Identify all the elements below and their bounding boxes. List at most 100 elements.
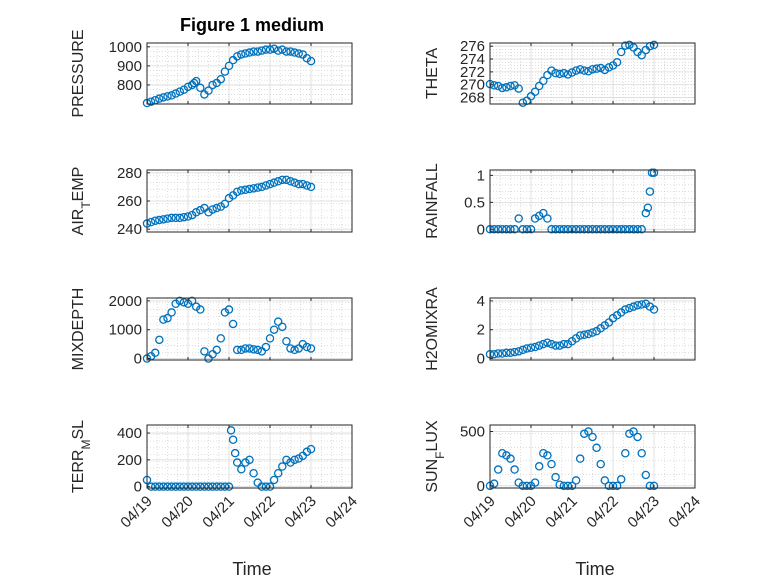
data-point [580, 66, 589, 75]
axes-box [489, 169, 696, 233]
data-point [212, 482, 221, 491]
data-point [204, 482, 213, 491]
subplot-h2omixra: 0 2 4 H2OMIXRA [424, 287, 696, 371]
data-point [257, 482, 267, 491]
data-point [265, 482, 275, 491]
data-point [294, 49, 303, 58]
data-point [278, 322, 287, 332]
data-point [302, 181, 312, 190]
data-point [155, 215, 164, 225]
data-point [216, 482, 226, 491]
data-point [216, 334, 226, 343]
y-tick-label: 800 [117, 77, 142, 94]
data-point [637, 448, 646, 458]
data-point [498, 83, 507, 93]
x-tick-label: 04/23 [281, 493, 320, 532]
data-point [155, 335, 164, 345]
data-point [588, 225, 597, 234]
data-point [493, 225, 503, 234]
data-point [551, 225, 560, 234]
data-point [588, 328, 597, 337]
data-point [253, 345, 262, 355]
data-point [261, 342, 271, 352]
data-point [167, 91, 176, 100]
data-point [150, 216, 160, 225]
subplot-mixdepth: 0 1000 2000 MIXDEPTH [70, 288, 353, 370]
y-tick-label: 274 [460, 51, 485, 68]
data-point [179, 482, 189, 491]
data-point [241, 49, 250, 58]
x-tick-label: 04/20 [501, 493, 540, 532]
data-point [506, 454, 515, 463]
data-point [224, 61, 234, 71]
data-point [571, 476, 581, 485]
data-point [633, 300, 642, 310]
data-point [298, 179, 308, 189]
data-point [253, 183, 262, 192]
data-point [621, 225, 630, 234]
data-point [580, 225, 589, 234]
data-point [163, 214, 172, 223]
data-point [629, 225, 638, 234]
data-point [596, 225, 605, 234]
x-axis-label-left: Time [232, 559, 271, 579]
y-tick-label: 0 [134, 351, 142, 368]
data-point [502, 225, 511, 234]
data-point [580, 429, 589, 438]
x-tick-label: 04/22 [240, 493, 279, 532]
x-tick-label: 04/24 [665, 493, 704, 532]
data-point [290, 345, 299, 355]
data-point [224, 482, 234, 491]
data-point [249, 469, 258, 478]
data-point [649, 481, 659, 491]
data-point [282, 175, 291, 185]
data-point [241, 344, 250, 353]
data-point [232, 52, 242, 61]
data-point [175, 296, 185, 306]
data-point [273, 46, 283, 55]
data-point [171, 482, 180, 491]
y-tick-label: 4 [477, 293, 485, 310]
data-point [226, 426, 236, 435]
y-axis-label: AIRTEMP [70, 167, 93, 236]
y-axis-label: THETA [424, 48, 441, 100]
data-point [273, 317, 283, 326]
data-point [641, 470, 651, 480]
data-point [191, 208, 201, 217]
data-point [208, 80, 217, 90]
data-point [592, 443, 601, 453]
data-point [257, 46, 267, 55]
axes-box [146, 42, 353, 105]
data-point [555, 341, 564, 350]
data-point [637, 50, 646, 60]
data-point [220, 482, 230, 491]
data-point [555, 225, 564, 234]
y-tick-label: 0.5 [464, 194, 485, 211]
data-point [306, 56, 316, 66]
y-tick-label: 270 [460, 77, 485, 94]
data-point [245, 344, 254, 353]
data-point [167, 308, 176, 317]
subplot-terr-msl: 0 200 400 04/19 04/20 04/21 04/22 04/23 04/24 TER… [70, 420, 361, 532]
y-tick-label: 0 [477, 221, 485, 238]
data-point [530, 342, 540, 352]
data-point [616, 225, 626, 234]
data-point [282, 47, 291, 56]
data-point [530, 87, 540, 97]
data-point [232, 458, 242, 467]
data-point [237, 345, 246, 355]
data-point [163, 92, 172, 101]
data-point [269, 44, 279, 53]
data-point [551, 472, 560, 482]
data-point [294, 179, 303, 189]
data-point [510, 347, 519, 357]
x-tick-label: 04/23 [624, 493, 663, 532]
data-point [514, 84, 523, 93]
data-point [555, 69, 564, 79]
data-point [175, 482, 185, 491]
data-point [265, 334, 275, 343]
data-point [269, 325, 279, 334]
data-point [575, 225, 585, 234]
